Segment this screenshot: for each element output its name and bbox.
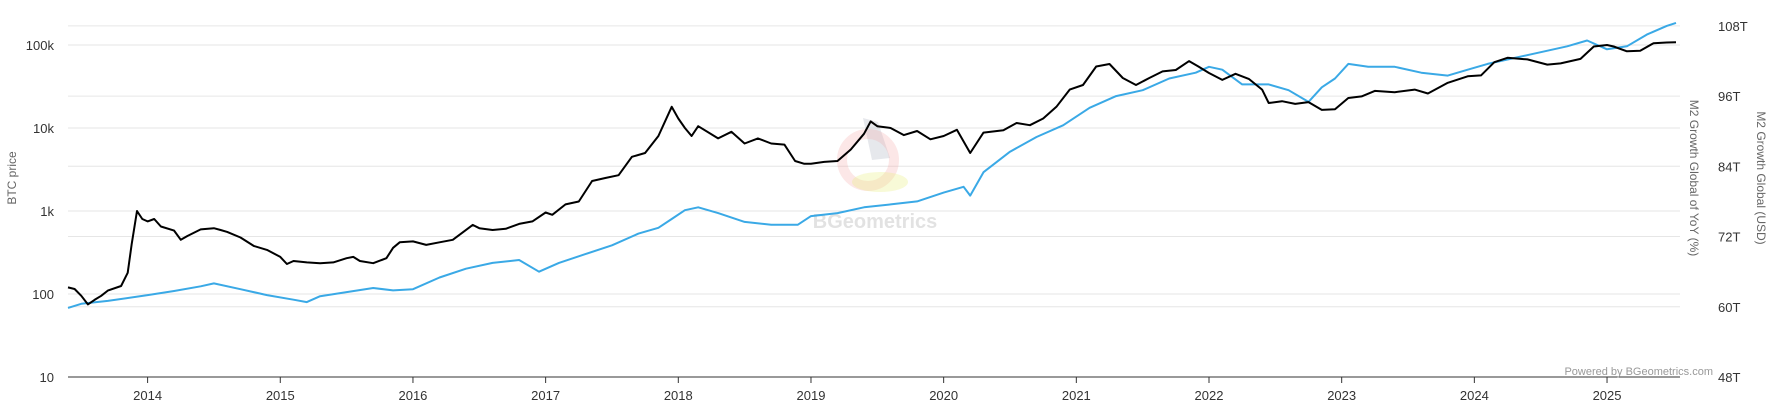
- m2-growth-line: [67, 21, 1677, 309]
- y-right-tick-label: 108T: [1718, 19, 1748, 34]
- y-right-tick-label: 48T: [1718, 370, 1740, 385]
- y-axis-right-ticks: 48T 60T 72T 84T 96T 108T: [1718, 19, 1748, 385]
- x-tick-label: 2019: [797, 388, 826, 403]
- y-right-tick-label: 60T: [1718, 300, 1740, 315]
- y-right-tick-label: 84T: [1718, 159, 1740, 174]
- x-tick-label: 2024: [1460, 388, 1489, 403]
- x-tick-label: 2021: [1062, 388, 1091, 403]
- x-tick-label: 2015: [266, 388, 295, 403]
- series-layer: [67, 21, 1677, 309]
- x-tick-label: 2016: [398, 388, 427, 403]
- watermark-logo: [852, 172, 908, 192]
- y-right-tick-label: 72T: [1718, 230, 1740, 245]
- x-tick-label: 2014: [133, 388, 162, 403]
- watermark-text: BGeometrics: [813, 211, 938, 233]
- watermark-logo: [863, 118, 890, 160]
- x-axis-ticks: 2014 2015 2016 2017 2018 2019 2020 2021 2022 2023…: [133, 377, 1621, 403]
- x-tick-label: 2023: [1327, 388, 1356, 403]
- y-axis-left-title: BTC price: [5, 151, 19, 205]
- y-left-tick-label: 100: [32, 287, 54, 302]
- watermark-logo: [837, 129, 899, 191]
- credit-link[interactable]: Powered by BGeometrics.com: [1564, 366, 1713, 378]
- x-tick-label: 2018: [664, 388, 693, 403]
- x-tick-label: 2022: [1195, 388, 1224, 403]
- x-tick-label: 2020: [929, 388, 958, 403]
- y-left-tick-label: 10k: [33, 121, 54, 136]
- watermark: BGeometrics: [813, 118, 938, 233]
- y-right-tick-label: 96T: [1718, 89, 1740, 104]
- y-axis-right-inner-title: M2 Growth Global of YoY (%): [1687, 100, 1701, 257]
- y-left-tick-label: 100k: [26, 38, 55, 53]
- grid: [68, 25, 1680, 308]
- y-axis-left-ticks: 10 100 1k 10k 100k: [26, 38, 55, 385]
- btc-price-line: [67, 41, 1677, 306]
- x-tick-label: 2025: [1593, 388, 1622, 403]
- y-axis-right-title: M2 Growth Global (USD): [1754, 111, 1768, 244]
- x-tick-label: 2017: [531, 388, 560, 403]
- y-left-tick-label: 10: [40, 370, 54, 385]
- y-left-tick-label: 1k: [40, 204, 54, 219]
